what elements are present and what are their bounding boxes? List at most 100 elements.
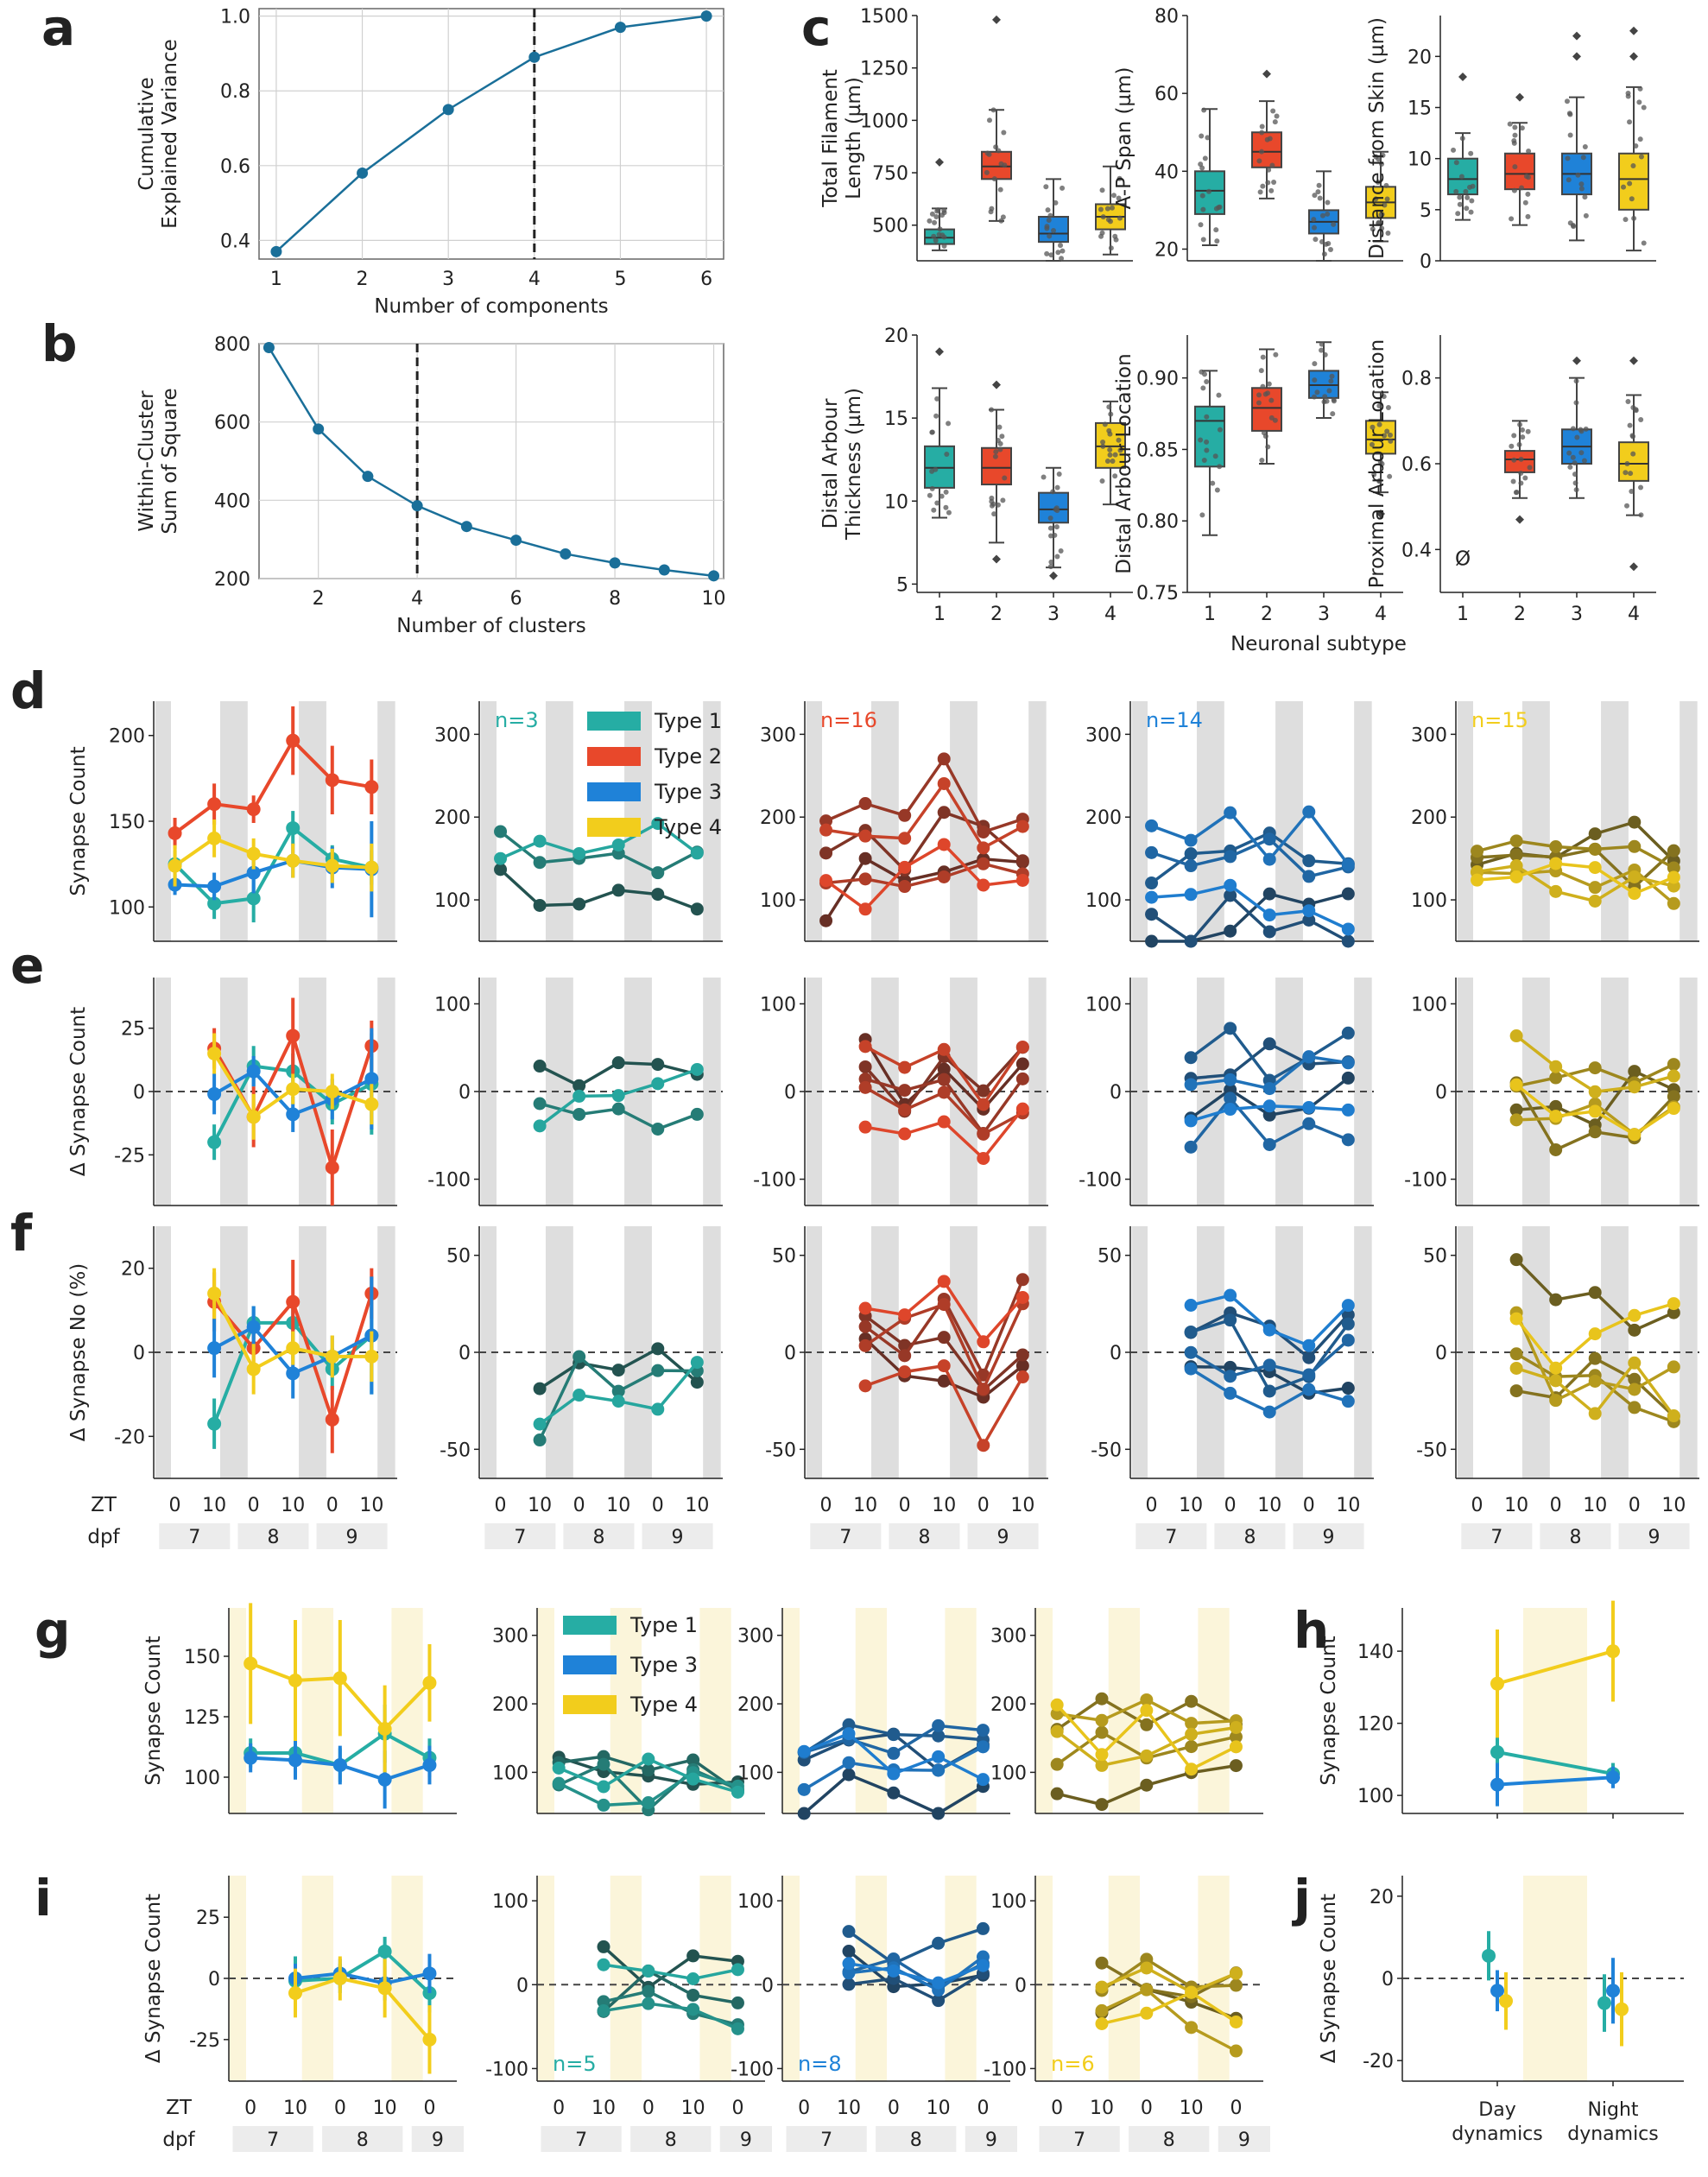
y-tick-label: -100 xyxy=(427,1170,471,1192)
jitter-point xyxy=(1260,183,1266,189)
timecourse-subplot: -100 0 100 xyxy=(1404,978,1699,1206)
box-4 xyxy=(1618,152,1649,211)
jitter-point xyxy=(1054,484,1060,490)
jitter-point xyxy=(1457,201,1463,207)
timecourse-subplot: -100 0 100 xyxy=(1079,978,1374,1206)
jitter-point xyxy=(1259,123,1265,130)
jitter-point xyxy=(1100,214,1106,220)
jitter-point xyxy=(1370,226,1376,232)
neuron-trace xyxy=(1150,831,1349,884)
neuron-point xyxy=(937,1085,951,1099)
neuron-point xyxy=(977,1127,990,1141)
neuron-point xyxy=(552,1776,566,1790)
neuron-point xyxy=(533,856,547,870)
neuron-point xyxy=(1145,819,1159,832)
neuron-point xyxy=(1184,1345,1198,1359)
y-tick-label: 5 xyxy=(1420,200,1432,222)
jitter-point xyxy=(1274,113,1280,119)
mean-point-type4 xyxy=(377,1722,392,1736)
jitter-point xyxy=(1002,475,1008,481)
neuron-point xyxy=(842,1966,856,1980)
jitter-point xyxy=(946,421,952,427)
jitter-point xyxy=(1047,515,1053,521)
neuron-point xyxy=(1628,887,1642,901)
neuron-point xyxy=(1549,884,1563,898)
n-count-label: n=16 xyxy=(820,708,877,732)
mean-point-type2 xyxy=(286,1294,300,1309)
neuron-point xyxy=(1262,852,1276,866)
jitter-point xyxy=(1047,564,1053,570)
neuron-point xyxy=(1015,874,1029,888)
zt-tick-label: 10 xyxy=(283,2098,307,2119)
outlier-point xyxy=(935,157,944,167)
zt-tick-label: 10 xyxy=(927,2098,951,2119)
y-tick-label: 200 xyxy=(737,1694,774,1716)
mean-line-type1 xyxy=(294,1949,431,1995)
jitter-point xyxy=(1055,250,1061,256)
neuron-point xyxy=(1549,1071,1563,1085)
data-point xyxy=(357,167,369,179)
y-tick-label: 300 xyxy=(990,1626,1027,1648)
dpf-label: 9 xyxy=(997,1527,1009,1548)
zt-tick-label: 10 xyxy=(359,1495,383,1516)
jitter-point xyxy=(1583,426,1589,432)
neuron-point xyxy=(1140,1961,1154,1975)
y-tick-label: 200 xyxy=(109,726,145,748)
jitter-point xyxy=(1316,182,1322,188)
neuron-point xyxy=(1015,1040,1029,1054)
neuron-point xyxy=(1015,1102,1029,1116)
y-tick-label: 200 xyxy=(492,1694,528,1716)
jitter-point xyxy=(1459,136,1465,142)
neuron-point xyxy=(1145,845,1159,859)
jitter-point xyxy=(1202,155,1208,161)
jitter-point xyxy=(939,493,945,499)
dark-phase-shade xyxy=(377,701,395,941)
y-tick-label: 20 xyxy=(884,326,908,347)
jitter-point xyxy=(1200,237,1206,243)
jitter-point xyxy=(1319,239,1325,245)
neuron-point xyxy=(977,1151,990,1165)
jitter-point xyxy=(1256,158,1262,164)
jitter-point xyxy=(1256,392,1262,398)
jitter-point xyxy=(1198,161,1204,168)
neuron-point xyxy=(690,1062,704,1076)
jitter-point xyxy=(1468,150,1474,156)
neuron-point xyxy=(1095,1798,1109,1812)
timecourse-subplot: -50 0 50 xyxy=(1416,1226,1699,1479)
jitter-point xyxy=(941,234,947,240)
jitter-point xyxy=(1112,233,1118,239)
neuron-point xyxy=(1549,1142,1563,1156)
neuron-point xyxy=(1509,834,1523,848)
neuron-point xyxy=(1015,1072,1029,1085)
y-tick-label: 300 xyxy=(737,1626,774,1648)
jitter-point xyxy=(1578,186,1585,192)
y-tick-label: 0 xyxy=(1420,251,1432,273)
dark-phase-shade xyxy=(155,978,171,1206)
neuron-point xyxy=(858,1319,872,1333)
neuron-point xyxy=(937,1073,951,1086)
jitter-point xyxy=(1327,247,1333,253)
dark-phase-shade xyxy=(1680,701,1698,941)
jitter-point xyxy=(991,176,997,182)
y-tick-label: 60 xyxy=(1154,84,1179,105)
neuron-point xyxy=(1509,1384,1523,1398)
neuron-point xyxy=(1015,1057,1029,1071)
dpf-label: 8 xyxy=(357,2130,369,2151)
y-tick-label: 100 xyxy=(434,890,471,912)
jitter-point xyxy=(1056,471,1062,478)
neuron-point xyxy=(494,851,508,865)
y-tick-label: -100 xyxy=(485,2059,528,2080)
neuron-point xyxy=(898,1127,912,1141)
neuron-trace xyxy=(1477,847,1675,889)
jitter-point xyxy=(1324,398,1330,404)
zt-tick-label: 10 xyxy=(528,1495,552,1516)
jitter-point xyxy=(1464,206,1470,212)
n-count-label: n=14 xyxy=(1146,708,1203,732)
y-tick-label: 50 xyxy=(1098,1246,1122,1268)
timecourse-subplot: 100 125 150 Synapse Count xyxy=(142,1603,457,1814)
x-tick-label: 1 xyxy=(1204,604,1216,625)
x-tick-label: 6 xyxy=(700,269,712,290)
dark-phase-shade xyxy=(806,978,822,1206)
mean-point-type4 xyxy=(325,858,339,873)
y-tick-label: 0 xyxy=(1110,1082,1122,1104)
